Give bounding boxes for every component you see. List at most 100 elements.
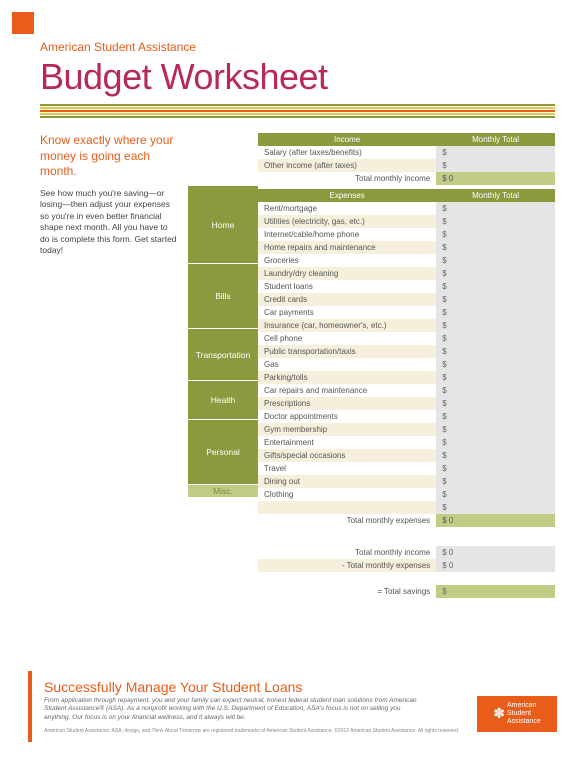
expense-row-value[interactable]: $ xyxy=(436,293,555,306)
summary-row-label: Total monthly income xyxy=(258,546,436,559)
expense-row-label: Dining out xyxy=(258,475,436,488)
expense-row-value[interactable]: $ xyxy=(436,488,555,501)
content: Know exactly where your money is going e… xyxy=(0,119,585,598)
footer-text: From application through repayment, you … xyxy=(44,697,424,722)
expense-row-value[interactable]: $ xyxy=(436,202,555,215)
expenses-table: Expenses Monthly Total Rent/mortgage$Uti… xyxy=(258,189,555,527)
expense-row-label: Rent/mortgage xyxy=(258,202,436,215)
income-total-label: Total monthly income xyxy=(258,172,436,185)
logo-line: Student xyxy=(507,710,541,718)
expense-row-label: Home repairs and maintenance xyxy=(258,241,436,254)
expense-row-value[interactable]: $ xyxy=(436,449,555,462)
page: American Student Assistance Budget Works… xyxy=(0,0,585,764)
expense-row-label: Gas xyxy=(258,358,436,371)
tables: Income Monthly Total Salary (after taxes… xyxy=(258,133,555,598)
expense-row-value[interactable]: $ xyxy=(436,345,555,358)
expense-row-value[interactable]: $ xyxy=(436,384,555,397)
expense-row-label: Cell phone xyxy=(258,332,436,345)
total-header: Monthly Total xyxy=(436,133,555,146)
summary-row-value: $ 0 xyxy=(436,546,555,559)
expense-row-value[interactable]: $ xyxy=(436,280,555,293)
expense-row-value[interactable]: $ xyxy=(436,267,555,280)
expense-row-value[interactable]: $ xyxy=(436,410,555,423)
expense-row-label: Prescriptions xyxy=(258,397,436,410)
summary-table: Total monthly income$ 0- Total monthly e… xyxy=(258,533,555,598)
expense-row-label: Utilities (electricity, gas, etc.) xyxy=(258,215,436,228)
expense-row-value[interactable]: $ xyxy=(436,423,555,436)
expense-row-value[interactable]: $ xyxy=(436,254,555,267)
category-label: Home xyxy=(188,186,258,264)
expense-row-value[interactable]: $ xyxy=(436,241,555,254)
income-row-label: Salary (after taxes/benefits) xyxy=(258,146,436,159)
expense-row-label: Groceries xyxy=(258,254,436,267)
stripe xyxy=(40,110,555,112)
expenses-header: Expenses xyxy=(258,189,436,202)
expenses-total-label: Total monthly expenses xyxy=(258,514,436,527)
corner-accent xyxy=(12,12,34,34)
flower-icon: ✽ xyxy=(493,706,505,721)
expense-row-value[interactable]: $ xyxy=(436,371,555,384)
summary-row-value: $ 0 xyxy=(436,559,555,572)
income-header: Income xyxy=(258,133,436,146)
org-name: American Student Assistance xyxy=(40,40,555,54)
category-label: Bills xyxy=(188,264,258,329)
category-label: Personal xyxy=(188,420,258,485)
stripe xyxy=(40,116,555,118)
expense-row-value[interactable]: $ xyxy=(436,397,555,410)
expense-row-value[interactable]: $ xyxy=(436,462,555,475)
income-table: Income Monthly Total Salary (after taxes… xyxy=(258,133,555,185)
summary-final-value: $ xyxy=(436,585,555,598)
expense-row-label: Gym membership xyxy=(258,423,436,436)
intro-column: Know exactly where your money is going e… xyxy=(40,133,178,598)
expense-row-label: Student loans xyxy=(258,280,436,293)
logo-line: American xyxy=(507,702,541,710)
summary-final-label: = Total savings xyxy=(258,585,436,598)
category-label: Health xyxy=(188,381,258,420)
footer-logo: ✽ American Student Assistance xyxy=(477,696,557,732)
footer-title: Successfully Manage Your Student Loans xyxy=(44,679,557,695)
header: American Student Assistance Budget Works… xyxy=(0,0,585,98)
total-header: Monthly Total xyxy=(436,189,555,202)
expenses-total-value: $ 0 xyxy=(436,514,555,527)
expense-row-value[interactable]: $ xyxy=(436,319,555,332)
expense-row-label: Doctor appointments xyxy=(258,410,436,423)
expense-row-label: Internet/cable/home phone xyxy=(258,228,436,241)
expense-row-value[interactable]: $ xyxy=(436,501,555,514)
income-row-value[interactable]: $ xyxy=(436,159,555,172)
expense-row-value[interactable]: $ xyxy=(436,358,555,371)
expense-row-value[interactable]: $ xyxy=(436,215,555,228)
expense-row-label: Gifts/special occasions xyxy=(258,449,436,462)
expense-row-label: Insurance (car, homeowner's, etc.) xyxy=(258,319,436,332)
expense-row-value[interactable]: $ xyxy=(436,306,555,319)
logo-line: Assistance xyxy=(507,718,541,726)
income-total-value: $ 0 xyxy=(436,172,555,185)
category-label: Transportation xyxy=(188,329,258,381)
expense-row-value[interactable]: $ xyxy=(436,436,555,449)
expense-row-label: Public transportation/taxis xyxy=(258,345,436,358)
expense-row-label xyxy=(258,501,436,514)
tables-column: HomeBillsTransportationHealthPersonalMis… xyxy=(188,133,555,598)
expense-row-label: Car payments xyxy=(258,306,436,319)
expense-row-value[interactable]: $ xyxy=(436,332,555,345)
expense-row-value[interactable]: $ xyxy=(436,475,555,488)
income-row-label: Other income (after taxes) xyxy=(258,159,436,172)
expense-row-label: Travel xyxy=(258,462,436,475)
stripe xyxy=(40,104,555,106)
page-title: Budget Worksheet xyxy=(40,56,555,98)
expense-row-label: Parking/tolls xyxy=(258,371,436,384)
intro-body: See how much you're saving—or losing—the… xyxy=(40,188,178,257)
expense-row-label: Laundry/dry cleaning xyxy=(258,267,436,280)
stripe xyxy=(40,113,555,115)
summary-row-label: - Total monthly expenses xyxy=(258,559,436,572)
footer: Successfully Manage Your Student Loans F… xyxy=(28,671,557,742)
category-labels: HomeBillsTransportationHealthPersonalMis… xyxy=(188,133,258,598)
expense-row-label: Car repairs and maintenance xyxy=(258,384,436,397)
expense-row-label: Clothing xyxy=(258,488,436,501)
category-label: Misc. xyxy=(188,485,258,498)
expense-row-label: Credit cards xyxy=(258,293,436,306)
expense-row-label: Entertainment xyxy=(258,436,436,449)
stripe xyxy=(40,107,555,109)
intro-lead: Know exactly where your money is going e… xyxy=(40,133,178,180)
expense-row-value[interactable]: $ xyxy=(436,228,555,241)
income-row-value[interactable]: $ xyxy=(436,146,555,159)
